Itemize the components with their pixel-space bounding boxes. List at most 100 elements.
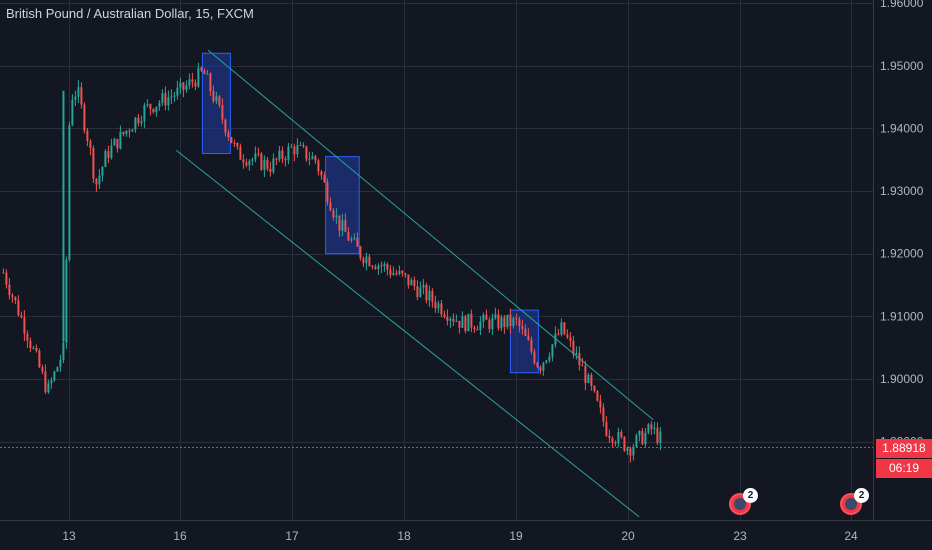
candle-body	[290, 146, 293, 148]
candle-body	[605, 421, 608, 436]
candle-body	[167, 97, 170, 106]
candle-body	[44, 371, 47, 393]
candle-body	[410, 279, 413, 286]
candle-body	[206, 73, 209, 75]
candle-body	[260, 153, 263, 170]
candle-body	[359, 246, 362, 259]
candle-body	[101, 167, 104, 176]
candle-body	[218, 96, 221, 106]
candle-body	[647, 424, 650, 433]
time-axis-labels: 13 16 17 18 19 20 23 24	[62, 529, 858, 543]
candle-body	[485, 314, 488, 320]
candle-body	[335, 215, 338, 218]
candle-body	[179, 82, 182, 88]
candle-body	[113, 138, 116, 146]
candle-body	[530, 339, 533, 352]
candlestick-series	[2, 62, 662, 463]
candle-body	[491, 318, 494, 330]
candle-body	[11, 295, 14, 297]
candle-body	[623, 436, 626, 451]
candle-body	[515, 318, 518, 320]
candle-body	[551, 344, 554, 357]
time-tick-label: 19	[509, 529, 523, 543]
time-tick-label: 20	[621, 529, 635, 543]
candle-body	[62, 342, 65, 360]
candle-body	[464, 316, 467, 332]
candle-body	[347, 231, 350, 241]
candle-body	[344, 220, 347, 232]
candle-body	[233, 142, 236, 144]
event-badge-icon[interactable]: 2	[840, 488, 869, 515]
candle-body	[62, 90, 65, 342]
candle-body	[323, 175, 326, 183]
price-tick-label: 1.90000	[880, 372, 924, 386]
candle-body	[587, 374, 590, 383]
candle-body	[305, 146, 308, 160]
candle-body	[266, 159, 269, 169]
candle-body	[170, 96, 173, 98]
candle-body	[377, 265, 380, 270]
chart-grid	[0, 0, 873, 520]
candle-body	[77, 87, 80, 97]
candle-body	[26, 333, 29, 341]
candle-body	[476, 329, 479, 331]
time-tick-label: 24	[844, 529, 858, 543]
candle-body	[329, 202, 332, 211]
candle-body	[611, 437, 614, 443]
candle-body	[452, 318, 455, 322]
candle-body	[236, 142, 239, 147]
candle-body	[251, 159, 254, 161]
candle-body	[191, 79, 194, 83]
candle-body	[311, 156, 314, 160]
candle-body	[317, 160, 320, 172]
candle-body	[197, 67, 200, 87]
candle-body	[608, 435, 611, 438]
price-tick-label: 1.93000	[880, 184, 924, 198]
candle-body	[146, 104, 149, 106]
event-badge-icon[interactable]: 2	[729, 488, 758, 515]
candle-body	[458, 320, 461, 328]
candle-body	[140, 121, 143, 124]
candle-body	[227, 132, 230, 138]
candle-body	[83, 104, 86, 131]
time-tick-label: 18	[397, 529, 411, 543]
candle-body	[425, 285, 428, 301]
event-count-badge: 2	[743, 488, 758, 503]
price-tick-label: 1.91000	[880, 309, 924, 323]
candle-body	[131, 129, 134, 132]
candle-body	[494, 314, 497, 319]
trend-channel	[175, 49, 654, 518]
candle-body	[398, 270, 401, 275]
candle-body	[596, 391, 599, 401]
candle-body	[107, 151, 110, 158]
candle-body	[269, 168, 272, 172]
chart-title: British Pound / Australian Dollar, 15, F…	[6, 6, 254, 21]
candle-body	[518, 319, 521, 327]
candle-body	[401, 270, 404, 274]
candle-body	[5, 272, 8, 285]
candle-body	[497, 314, 500, 329]
candle-body	[32, 347, 35, 349]
candle-body	[128, 130, 131, 132]
candle-body	[257, 153, 260, 155]
candle-body	[242, 159, 245, 163]
candle-body	[41, 367, 44, 372]
candle-body	[599, 400, 602, 408]
candle-body	[29, 340, 32, 348]
candle-body	[98, 175, 101, 185]
candle-body	[221, 105, 224, 120]
candle-body	[65, 259, 68, 343]
candle-body	[17, 300, 20, 316]
candle-body	[152, 108, 155, 113]
candle-body	[272, 158, 275, 172]
candle-body	[263, 159, 266, 170]
candle-body	[371, 266, 374, 268]
candle-body	[338, 215, 341, 231]
candle-body	[503, 317, 506, 328]
candle-body	[446, 316, 449, 321]
candle-body	[404, 273, 407, 275]
candle-body	[164, 93, 167, 106]
candle-body	[188, 79, 191, 86]
time-tick-label: 23	[733, 529, 747, 543]
